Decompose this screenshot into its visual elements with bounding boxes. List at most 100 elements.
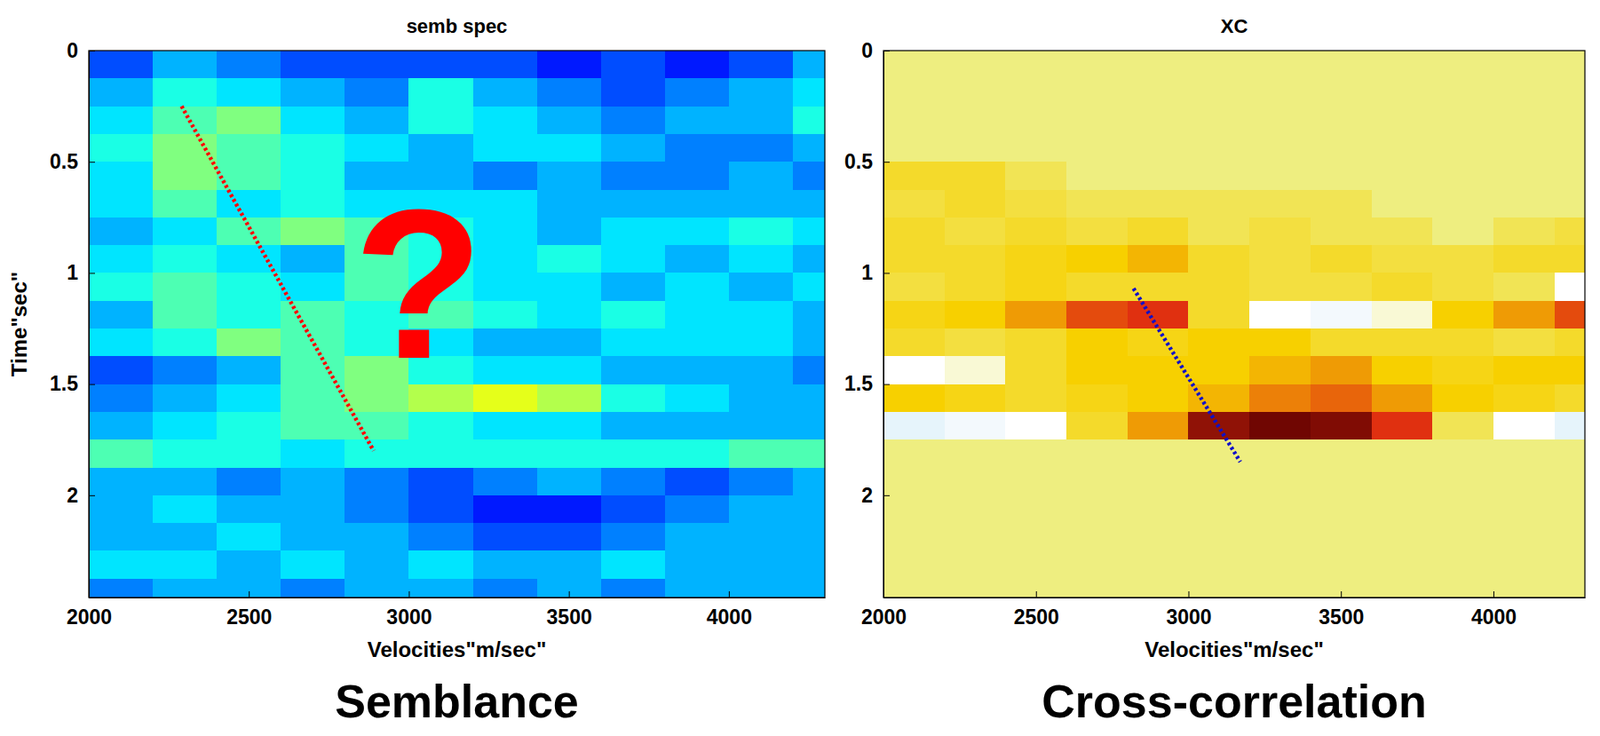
heatmap-cell (1188, 217, 1250, 246)
heatmap-cell (792, 161, 825, 191)
tick-label: 4000 (1471, 605, 1517, 629)
heatmap-cell (944, 272, 1006, 301)
tick-mark (88, 161, 96, 163)
heatmap-cell (601, 217, 666, 246)
heatmap-cell (1127, 495, 1189, 524)
heatmap-cell (1066, 328, 1128, 357)
heatmap-cell (665, 50, 730, 80)
heatmap-cell (1371, 522, 1434, 552)
heatmap-cell (1371, 300, 1434, 330)
heatmap-cell (537, 356, 602, 385)
plot-area (88, 50, 825, 598)
heatmap-cell (665, 161, 730, 191)
heatmap-cell (1310, 411, 1372, 441)
tick-label: 4000 (706, 605, 753, 629)
heatmap-cell (1432, 300, 1494, 330)
heatmap-cell (280, 134, 346, 163)
heatmap-cell (883, 384, 945, 413)
heatmap-cell (1188, 134, 1250, 163)
chart-title: semb spec (406, 15, 508, 38)
heatmap-cell (473, 467, 539, 497)
heatmap-cell (665, 522, 730, 552)
heatmap-cell (1188, 356, 1250, 385)
heatmap-cell (1371, 467, 1434, 497)
heatmap-cell (944, 50, 1006, 80)
heatmap-cell (1127, 522, 1189, 552)
heatmap-cell (1432, 522, 1494, 552)
heatmap-cell (883, 50, 945, 80)
heatmap-cell (1066, 411, 1128, 441)
heatmap-cell (1310, 439, 1372, 468)
heatmap-cell (1188, 50, 1250, 80)
heatmap-cell (152, 161, 218, 191)
heatmap-cell (1554, 134, 1585, 163)
heatmap-cell (280, 550, 346, 579)
tick-mark (1188, 591, 1189, 598)
heatmap-cells (883, 50, 1585, 598)
heatmap-cell (728, 550, 794, 579)
heatmap-cell (216, 106, 282, 135)
heatmap-cell (1371, 245, 1434, 274)
heatmap-cell (883, 550, 945, 579)
heatmap-cell (1005, 411, 1067, 441)
heatmap-cell (1005, 467, 1067, 497)
canvas: 2000250030003500400000.511.52?semb specV… (0, 0, 1600, 736)
heatmap-cell (473, 134, 539, 163)
heatmap-cell (280, 245, 346, 274)
heatmap-cell (1127, 50, 1189, 80)
heatmap-cell (1188, 106, 1250, 135)
heatmap-cell (728, 272, 794, 301)
heatmap-cell (1432, 356, 1494, 385)
heatmap-cell (216, 328, 282, 357)
heatmap-cell (1005, 495, 1067, 524)
heatmap-cell (792, 550, 825, 579)
tick-mark (569, 591, 571, 598)
heatmap-cell (944, 78, 1006, 107)
tick-mark (248, 591, 250, 598)
heatmap-cell (944, 411, 1006, 441)
heatmap-cell (408, 50, 474, 80)
heatmap-cell (537, 217, 602, 246)
heatmap-cell (1432, 411, 1494, 441)
heatmap-cell (883, 356, 945, 385)
heatmap-cell (537, 134, 602, 163)
heatmap-cell (1005, 356, 1067, 385)
heatmap-cell (88, 134, 154, 163)
heatmap-cell (1554, 50, 1585, 80)
heatmap-cell (1066, 217, 1128, 246)
heatmap-cell (1188, 578, 1250, 598)
tick-label: 0.5 (844, 150, 873, 174)
heatmap-cell (601, 328, 666, 357)
heatmap-cell (792, 78, 825, 107)
heatmap-cell (88, 217, 154, 246)
heatmap-cell (728, 217, 794, 246)
heatmap-cell (537, 578, 602, 598)
heatmap-cell (1249, 161, 1311, 191)
heatmap-cell (1432, 272, 1494, 301)
heatmap-cell (1310, 550, 1372, 579)
heatmap-cell (1554, 522, 1585, 552)
heatmap-cell (728, 134, 794, 163)
heatmap-cell (1127, 134, 1189, 163)
heatmap-cell (1188, 522, 1250, 552)
heatmap-cell (1188, 439, 1250, 468)
heatmap-cell (1432, 550, 1494, 579)
tick: 0 (66, 39, 96, 63)
heatmap-cell (1371, 272, 1434, 301)
tick-mark (1493, 591, 1495, 598)
heatmap-cell (792, 356, 825, 385)
heatmap-cell (944, 439, 1006, 468)
heatmap-cell (88, 356, 154, 385)
heatmap-cell (1432, 467, 1494, 497)
heatmap-cell (1371, 50, 1434, 80)
heatmap-cell (216, 522, 282, 552)
heatmap-cell (601, 356, 666, 385)
heatmap-cell (792, 106, 825, 135)
heatmap-cell (728, 190, 794, 219)
heatmap-cell (216, 300, 282, 330)
heatmap-cell (88, 384, 154, 413)
tick-mark (88, 384, 96, 386)
heatmap-cell (728, 522, 794, 552)
heatmap-cell (1188, 272, 1250, 301)
heatmap-cell (88, 161, 154, 191)
